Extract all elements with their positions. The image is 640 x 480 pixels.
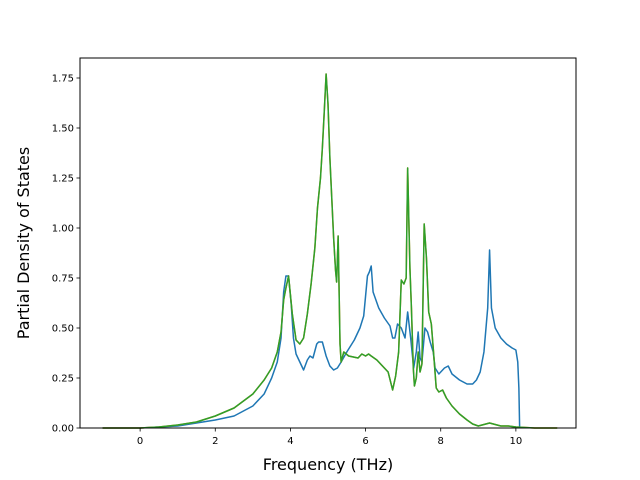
x-axis-ticks: 0 2 4 6 8 10 (137, 428, 522, 447)
x-tick-label: 8 (438, 436, 444, 447)
plot-lines (102, 73, 558, 429)
axes-frame (79, 57, 577, 429)
y-tick-label: 1.00 (52, 224, 74, 235)
x-tick-label: 10 (510, 436, 523, 447)
series-line-3 (102, 73, 558, 429)
y-tick-label: 0.25 (52, 374, 74, 385)
x-axis-label: Frequency (THz) (263, 455, 393, 474)
y-tick-label: 0.75 (52, 274, 74, 285)
x-tick-label: 2 (212, 436, 218, 447)
y-tick-label: 0.00 (52, 424, 74, 435)
x-tick-label: 4 (287, 436, 293, 447)
series-line-1 (102, 249, 521, 429)
y-tick-label: 1.25 (52, 174, 74, 185)
x-tick-label: 0 (137, 436, 143, 447)
y-tick-label: 1.75 (52, 74, 74, 85)
y-axis-ticks: 0.00 0.25 0.50 0.75 1.00 1.25 1.50 1.75 (52, 74, 80, 435)
y-tick-label: 1.50 (52, 124, 74, 135)
y-axis-label: Partial Density of States (14, 147, 33, 339)
x-tick-label: 6 (362, 436, 368, 447)
y-tick-label: 0.50 (52, 324, 74, 335)
